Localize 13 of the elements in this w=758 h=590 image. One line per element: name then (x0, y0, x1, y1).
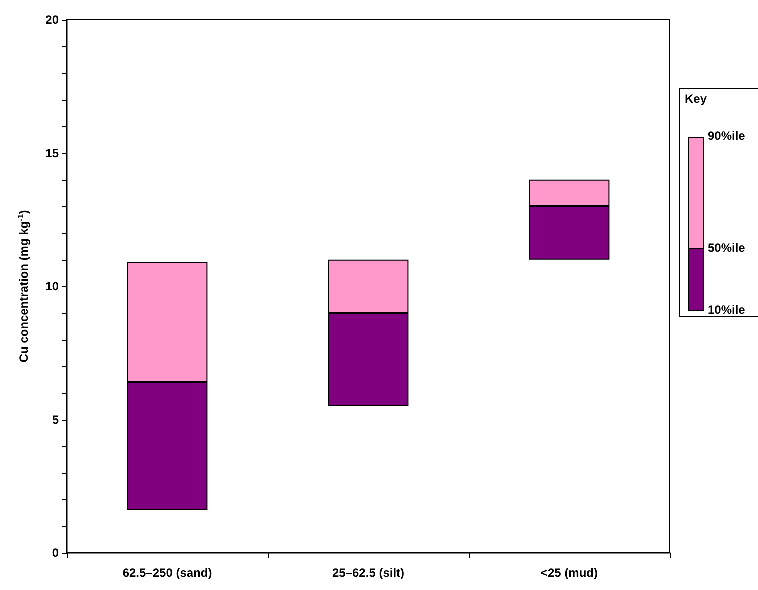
y-tick-label: 0 (52, 546, 60, 560)
x-tick-label: <25 (mud) (540, 566, 598, 580)
text: 10%ile (708, 303, 746, 317)
y-tick-label: 5 (52, 412, 60, 427)
legend-title: Key (685, 92, 708, 106)
text: 90%ile (708, 129, 746, 143)
y-tick-label: 20 (46, 13, 60, 27)
text: 50%ile (708, 241, 746, 255)
y-tick-label: 10 (46, 280, 60, 294)
x-tick-label: 25–62.5 (silt) (332, 566, 405, 580)
y-axis-title: Cu concentration (mg kg-1) (16, 210, 31, 363)
y-tick-label: 15 (46, 146, 60, 160)
x-tick-label: 62.5–250 (sand) (122, 566, 212, 580)
